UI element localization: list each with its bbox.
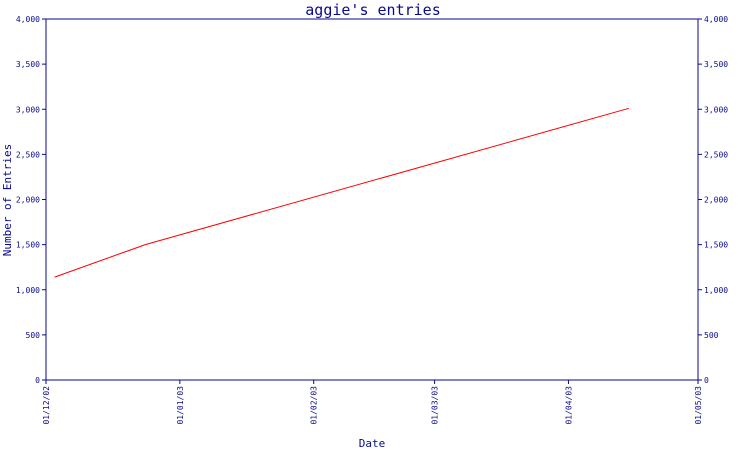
y-tick-label-right: 0 — [704, 376, 709, 385]
x-tick-label: 01/04/03 — [564, 386, 573, 425]
y-tick-label-left: 2,500 — [16, 150, 40, 159]
x-axis-label: Date — [359, 437, 386, 450]
y-tick-label-right: 3,000 — [704, 105, 728, 114]
y-tick-label-right: 3,500 — [704, 60, 728, 69]
y-tick-label-left: 3,500 — [16, 60, 40, 69]
series-line — [54, 107, 630, 278]
y-axis-label: Number of Entries — [1, 144, 14, 257]
y-axis-right: 0 500 1,000 1,500 2,000 2,500 3,000 3,500 4,000 — [698, 15, 728, 385]
chart-title: aggie's entries — [305, 1, 440, 19]
x-tick-label: 01/03/03 — [431, 386, 440, 425]
y-tick-label-right: 1,500 — [704, 241, 728, 250]
y-tick-label-right: 500 — [704, 331, 719, 340]
y-tick-label-left: 3,000 — [16, 105, 40, 114]
y-tick-label-right: 2,000 — [704, 196, 728, 205]
x-tick-label: 01/02/03 — [310, 386, 319, 425]
y-tick-label-left: 1,000 — [16, 286, 40, 295]
y-tick-label-right: 1,000 — [704, 286, 728, 295]
x-tick-label: 01/12/02 — [42, 386, 51, 425]
x-axis: 01/12/02 01/01/03 01/02/03 01/03/03 01/04/03… — [42, 380, 703, 425]
y-tick-label-right: 4,000 — [704, 15, 728, 24]
x-tick-label: 01/01/03 — [176, 386, 185, 425]
plot-frame — [45, 18, 699, 381]
y-tick-label-left: 0 — [35, 376, 40, 385]
y-tick-label-right: 2,500 — [704, 150, 728, 159]
y-tick-label-left: 1,500 — [16, 241, 40, 250]
y-tick-label-left: 500 — [26, 331, 41, 340]
series-group — [54, 107, 630, 278]
y-tick-label-left: 4,000 — [16, 15, 40, 24]
y-axis-left: 0 500 1,000 1,500 2,000 2,500 3,000 3,500 4,000 — [16, 15, 46, 385]
x-tick-label: 01/05/03 — [694, 386, 703, 425]
y-tick-label-left: 2,000 — [16, 196, 40, 205]
